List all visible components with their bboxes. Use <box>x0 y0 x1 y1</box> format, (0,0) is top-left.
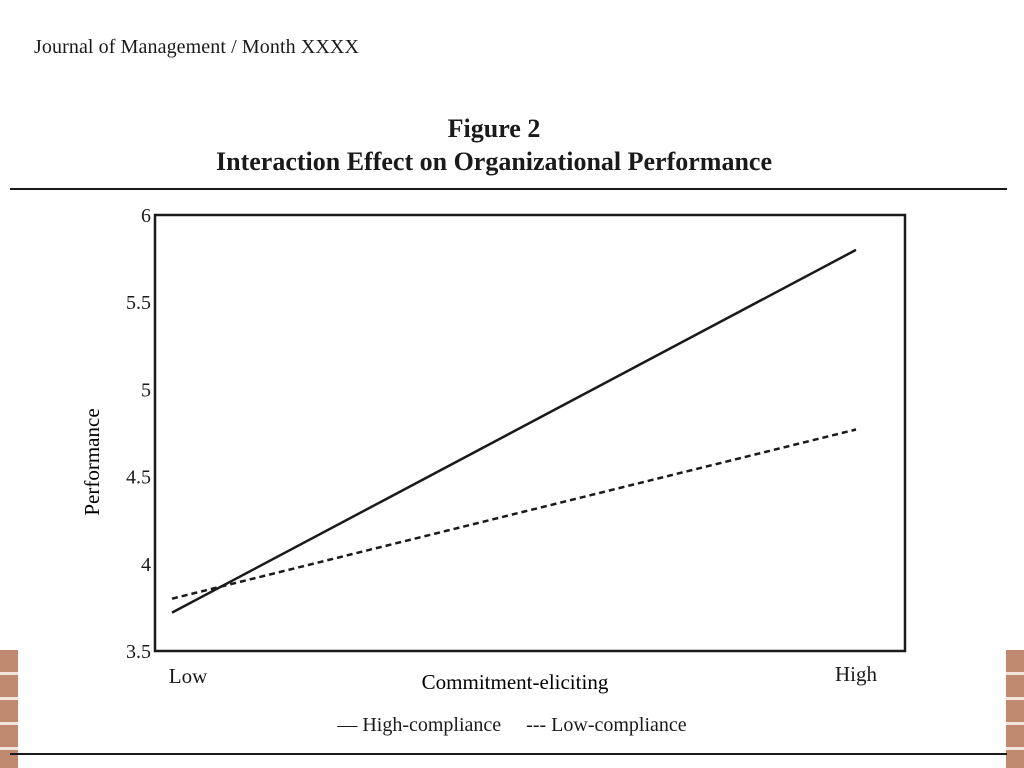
series-lines <box>171 248 857 614</box>
y-tick-label: 4.5 <box>126 467 151 489</box>
x-tick-labels: Low High <box>169 662 878 688</box>
series-line-low-compliance <box>171 428 857 600</box>
legend-item-low-compliance: --- Low-compliance <box>526 714 687 736</box>
top-rule <box>10 188 1007 190</box>
y-tick-label: 6 <box>141 205 151 227</box>
decorative-brick-edge-right <box>1006 650 1024 768</box>
figure-caption: Interaction Effect on Organizational Per… <box>216 147 772 176</box>
decorative-brick-edge-left <box>0 650 18 768</box>
plot-frame <box>153 213 907 653</box>
bottom-rule <box>10 753 1007 755</box>
legend: — High-compliance --- Low-compliance <box>0 714 1024 737</box>
y-tick-label: 5.5 <box>126 292 151 314</box>
y-axis-title: Performance <box>80 408 104 515</box>
x-tick-label: High <box>835 662 878 686</box>
series-line-high-compliance <box>171 248 857 614</box>
y-tick-label: 4 <box>141 554 151 576</box>
figure-number: Figure 2 <box>447 114 541 143</box>
legend-item-high-compliance: — High-compliance <box>337 714 502 736</box>
y-tick-label: 3.5 <box>126 641 151 663</box>
y-tick-label: 5 <box>141 379 151 401</box>
x-axis-title: Commitment-eliciting <box>422 670 609 694</box>
y-tick-labels: 3.5 4 4.5 5 5.5 6 <box>126 205 151 663</box>
x-tick-label: Low <box>169 664 208 688</box>
running-head: Journal of Management / Month XXXX <box>34 36 360 58</box>
